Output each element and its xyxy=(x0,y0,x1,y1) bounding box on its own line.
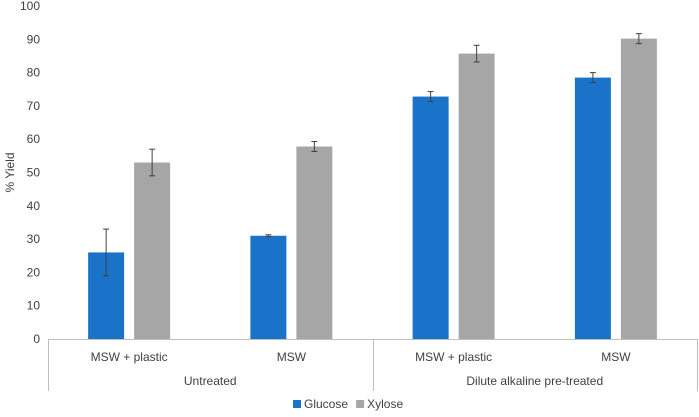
y-tick-label: 70 xyxy=(27,99,41,113)
bar xyxy=(574,77,611,339)
y-tick-label: 10 xyxy=(27,299,41,313)
bar xyxy=(620,38,657,339)
y-tick-label: 60 xyxy=(27,132,41,146)
bar xyxy=(412,96,449,340)
y-tick-label: 80 xyxy=(27,66,41,80)
y-tick-label: 90 xyxy=(27,32,41,46)
group-label: Dilute alkaline pre-treated xyxy=(466,374,603,388)
legend-swatch xyxy=(293,400,301,408)
legend-label: Glucose xyxy=(304,397,348,411)
bar xyxy=(250,235,287,339)
y-tick-label: 20 xyxy=(27,265,41,279)
bar xyxy=(458,53,495,340)
x-tick-label: MSW + plastic xyxy=(415,350,492,364)
y-tick-label: 0 xyxy=(33,332,40,346)
y-tick-label: 50 xyxy=(27,166,41,180)
x-tick-label: MSW xyxy=(601,350,631,364)
group-label: Untreated xyxy=(184,374,237,388)
bar xyxy=(296,146,333,339)
y-tick-label: 30 xyxy=(27,232,41,246)
y-axis-label: % Yield xyxy=(3,152,17,192)
bar xyxy=(134,162,171,339)
x-tick-label: MSW xyxy=(277,350,307,364)
legend-swatch xyxy=(356,400,365,408)
y-tick-label: 40 xyxy=(27,199,41,213)
legend-label: Xylose xyxy=(367,397,403,411)
x-tick-label: MSW + plastic xyxy=(91,350,168,364)
y-tick-label: 100 xyxy=(20,0,40,13)
